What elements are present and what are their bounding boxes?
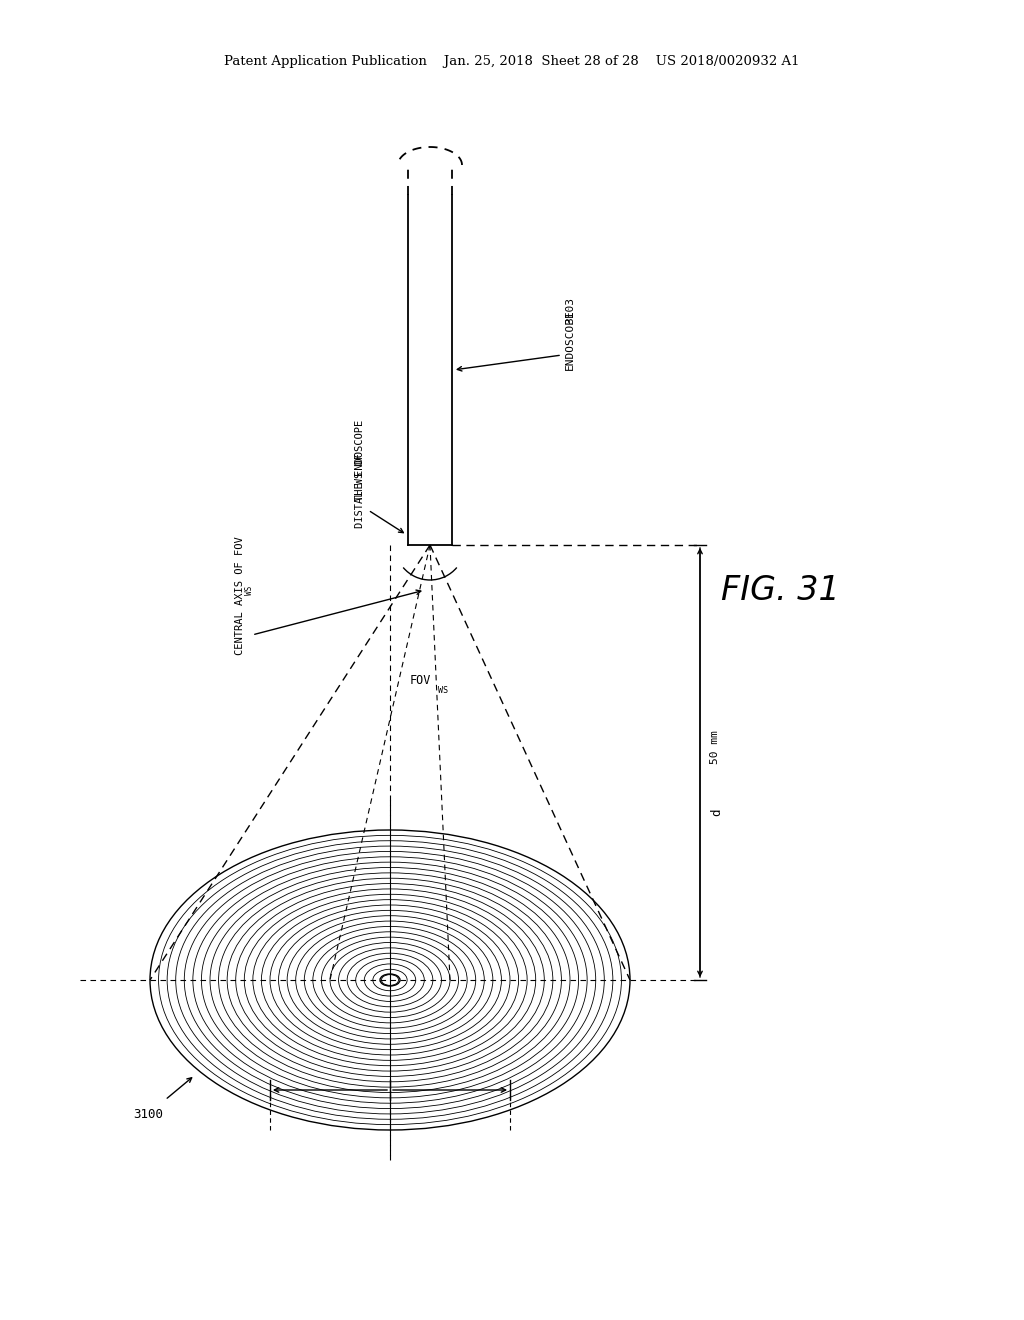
Text: 3100: 3100	[133, 1109, 163, 1122]
Text: 50 mm: 50 mm	[710, 730, 720, 764]
Text: CENTRAL AXIS OF FOV: CENTRAL AXIS OF FOV	[234, 536, 245, 655]
Text: FOV: FOV	[410, 673, 431, 686]
Text: DISTAL WS OF: DISTAL WS OF	[355, 453, 365, 528]
Text: FIG. 31: FIG. 31	[721, 573, 840, 606]
Text: ENDOSCOPE: ENDOSCOPE	[565, 310, 575, 371]
Text: THE ENDOSCOPE: THE ENDOSCOPE	[355, 420, 365, 500]
Text: Patent Application Publication    Jan. 25, 2018  Sheet 28 of 28    US 2018/00209: Patent Application Publication Jan. 25, …	[224, 55, 800, 69]
Text: d: d	[710, 808, 723, 816]
Text: WS: WS	[438, 686, 449, 696]
Text: WS: WS	[245, 586, 254, 595]
Text: 3103: 3103	[565, 297, 575, 323]
